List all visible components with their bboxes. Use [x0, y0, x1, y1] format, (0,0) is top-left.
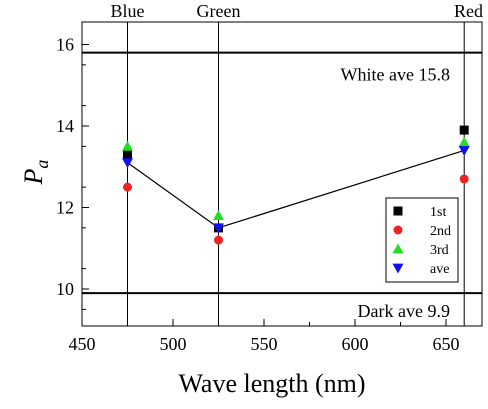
vertical-marker-label: Blue [111, 1, 145, 21]
legend: 1st 2nd 3rd ave [385, 197, 459, 283]
x-tick-label: 600 [342, 334, 369, 354]
y-tick-label: 14 [56, 116, 74, 136]
data-point-1st [459, 125, 469, 135]
x-tick-label: 650 [433, 334, 460, 354]
legend-marker-1st [393, 206, 403, 216]
x-tick-label: 500 [160, 334, 187, 354]
legend-label: 2nd [430, 224, 451, 239]
reference-lines: White ave 15.8 Dark ave 9.9 [82, 51, 482, 321]
data-point-2nd [459, 174, 469, 184]
data-point-3rd [458, 136, 470, 147]
y-tick-label: 12 [56, 198, 74, 218]
y-tick-label: 16 [56, 35, 74, 55]
legend-label: 3rd [430, 243, 449, 258]
legend-label: 1st [430, 205, 446, 220]
data-point-2nd [123, 182, 132, 192]
reference-line-label: Dark ave 9.9 [358, 301, 450, 321]
data-points [122, 125, 470, 245]
data-point-ave [458, 146, 470, 156]
legend-marker-2nd [393, 225, 403, 235]
legend-label: ave [430, 262, 449, 277]
legend-marker-3rd [392, 243, 404, 254]
x-axis: 450 500 550 600 650 [69, 319, 460, 354]
x-tick-label: 550 [251, 334, 278, 354]
x-axis-title: Wave length (nm) [178, 369, 365, 398]
data-point-3rd [213, 210, 224, 221]
data-point-ave [213, 223, 224, 234]
svg-text:Pa: Pa [19, 160, 52, 186]
reference-line-label: White ave 15.8 [341, 65, 450, 85]
data-point-3rd [122, 140, 133, 151]
vertical-marker-label: Green [197, 1, 241, 21]
data-point-ave [122, 158, 133, 169]
x-tick-label: 450 [69, 334, 96, 354]
y-axis-title-sub: a [32, 160, 52, 169]
y-axis-title: Pa [19, 160, 52, 186]
vertical-markers: Blue Green Red [111, 1, 483, 326]
y-axis: 10 12 14 16 [56, 35, 89, 310]
data-point-1st [123, 150, 132, 160]
y-tick-label: 10 [56, 279, 74, 299]
legend-marker-ave [392, 263, 404, 274]
y-axis-title-main: P [19, 168, 48, 185]
plot-frame [81, 21, 483, 327]
data-point-2nd [214, 235, 223, 245]
vertical-marker-label: Red [454, 1, 483, 21]
